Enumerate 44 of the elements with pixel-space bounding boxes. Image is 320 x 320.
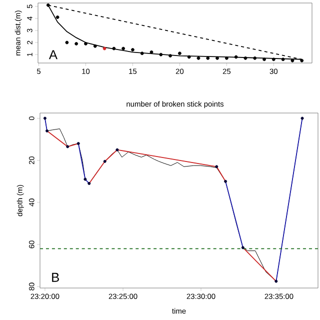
point <box>196 56 200 60</box>
point <box>65 40 69 44</box>
point <box>116 148 119 152</box>
point <box>84 178 87 181</box>
line-series <box>88 149 226 184</box>
point <box>103 160 106 163</box>
annotation: B <box>52 272 59 282</box>
point <box>140 52 144 56</box>
point <box>253 56 257 60</box>
point <box>187 55 191 59</box>
point <box>244 56 248 60</box>
point <box>131 48 134 52</box>
point <box>66 145 70 148</box>
point <box>300 116 304 120</box>
point <box>224 56 228 60</box>
point <box>241 246 244 250</box>
point <box>281 58 285 62</box>
annotation: A <box>48 50 58 60</box>
point <box>76 142 80 146</box>
point <box>234 55 238 59</box>
point <box>224 180 228 183</box>
point <box>74 42 78 46</box>
point <box>290 58 294 62</box>
point <box>93 44 97 48</box>
point <box>84 42 88 46</box>
point <box>215 165 218 168</box>
point <box>206 56 210 60</box>
point <box>102 46 106 50</box>
point <box>43 116 46 120</box>
point <box>178 52 182 56</box>
point <box>56 16 60 19</box>
point <box>46 129 49 132</box>
point <box>262 58 266 62</box>
point <box>122 46 126 50</box>
point <box>272 58 276 62</box>
point <box>300 58 304 62</box>
point <box>274 280 278 283</box>
point <box>88 182 91 185</box>
point <box>112 46 116 50</box>
point <box>150 50 154 54</box>
point <box>46 3 50 7</box>
point <box>159 52 163 56</box>
point <box>168 54 172 58</box>
point <box>216 56 219 60</box>
